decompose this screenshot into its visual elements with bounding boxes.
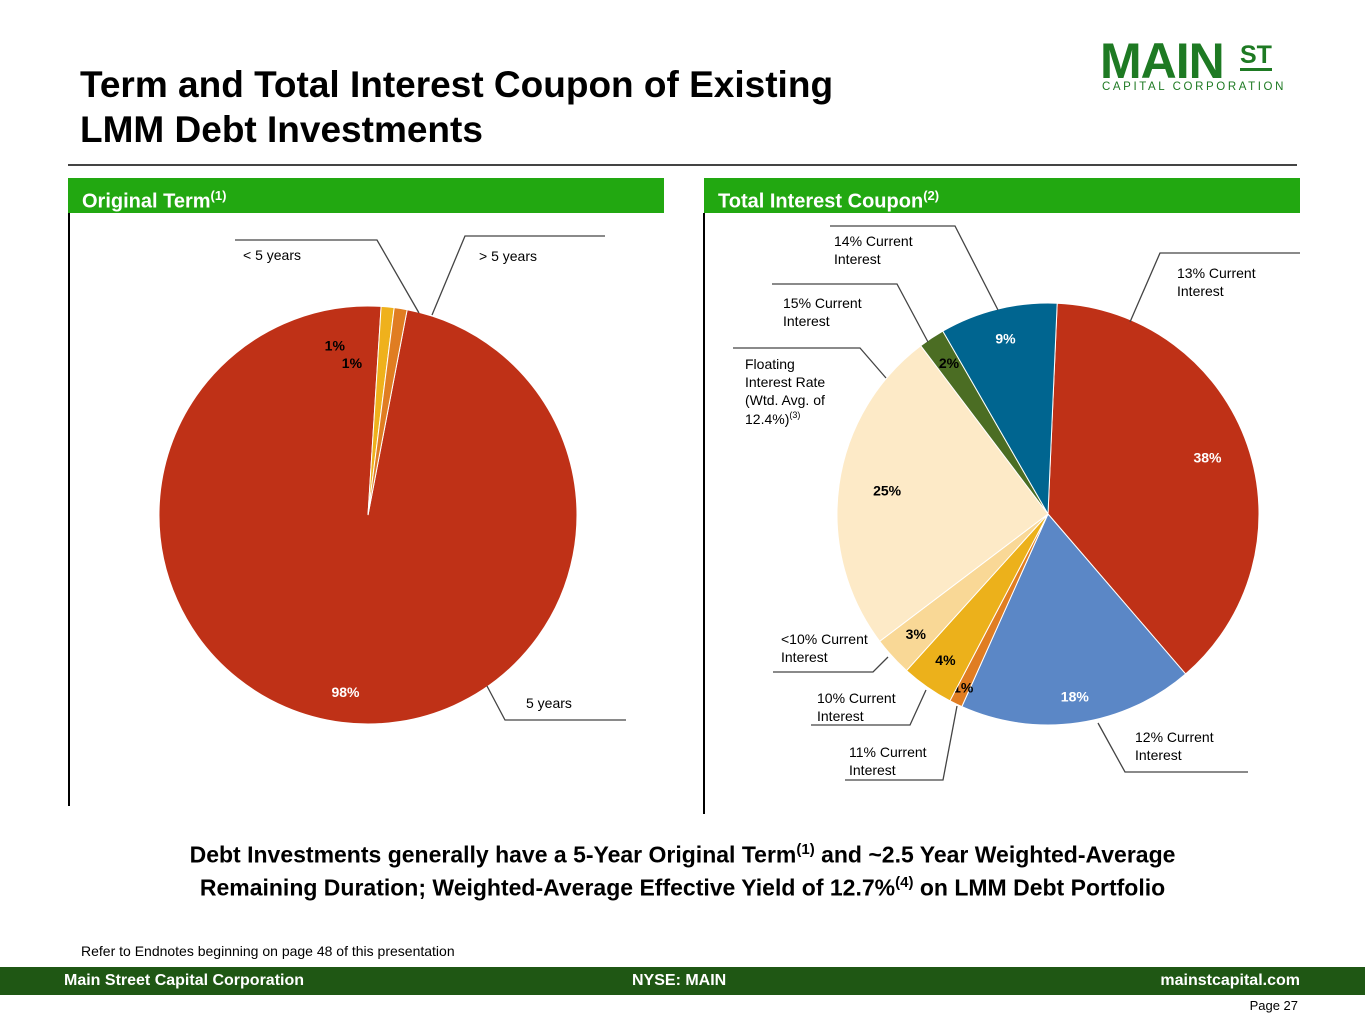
interest-coupon-pct-label-0: 38%	[1193, 450, 1222, 466]
interest-coupon-pct-label-6: 2%	[939, 355, 960, 371]
label-c14-l2: Interest	[834, 251, 881, 267]
footer-ticker: NYSE: MAIN	[632, 972, 727, 989]
leader-c13	[1129, 252, 1300, 323]
title-divider	[68, 164, 1297, 166]
label-c11: 11% Current Interest	[849, 744, 930, 778]
original-term-footnote-ref: (1)	[210, 188, 227, 203]
interest-coupon-pct-label-4: 3%	[906, 626, 927, 642]
leader-c12	[1097, 722, 1248, 773]
main-street-logo: MAIN ST CAPITAL CORPORATION	[1100, 33, 1283, 98]
total-interest-coupon-header-text: Total Interest Coupon	[718, 190, 924, 213]
label-c11-l2: Interest	[849, 762, 896, 778]
leader-c15	[772, 283, 929, 343]
label-c10lt-l1: <10% Current	[781, 631, 868, 647]
label-c14-l1: 14% Current	[834, 233, 913, 249]
label-c15: 15% Current Interest	[783, 295, 865, 329]
logo-subtitle: CAPITAL CORPORATION	[1102, 81, 1287, 93]
interest-coupon-slice-5	[836, 345, 1049, 642]
label-eq5: 5 years	[526, 695, 572, 711]
interest-coupon-pct-label-1: 18%	[1061, 688, 1090, 704]
interest-coupon-pie: 38%18%1%4%3%25%2%9%	[836, 302, 1260, 726]
leader-c10lt	[773, 656, 889, 673]
leader-c11	[845, 705, 958, 781]
label-c15-l2: Interest	[783, 313, 830, 329]
summary-statement: Debt Investments generally have a 5-Year…	[0, 836, 1365, 901]
page-number: Page 27	[1249, 998, 1298, 1013]
label-c10-l2: Interest	[817, 708, 864, 724]
summary-line-1: Debt Investments generally have a 5-Year…	[0, 836, 1365, 869]
right-panel-border	[703, 213, 705, 814]
interest-coupon-pct-label-7: 9%	[995, 331, 1016, 347]
summary-line-1-a: Debt Investments generally have a 5-Year…	[189, 841, 797, 868]
original-term-header: Original Term(1)	[68, 178, 664, 213]
total-interest-coupon-footnote-ref: (2)	[923, 188, 940, 203]
summary-line-2-a: Remaining Duration; Weighted-Average Eff…	[199, 874, 896, 901]
leader-gt5	[431, 235, 605, 316]
leader-c14	[830, 225, 999, 311]
label-c10: 10% Current Interest	[817, 690, 899, 724]
original-term-pct-label-0: 98%	[331, 684, 360, 700]
interest-coupon-slice-1	[961, 513, 1187, 726]
footer-company: Main Street Capital Corporation	[64, 972, 305, 989]
label-floating-l1: Floating	[745, 356, 795, 372]
footer-bar: Main Street Capital Corporation NYSE: MA…	[0, 967, 1365, 995]
summary-sup-1: (1)	[796, 841, 815, 858]
leader-lt5	[235, 239, 420, 314]
label-lt5: < 5 years	[243, 247, 301, 263]
label-c13-l1: 13% Current	[1177, 265, 1256, 281]
label-c12-l1: 12% Current	[1135, 729, 1214, 745]
label-c11-l1: 11% Current	[849, 744, 927, 760]
label-c13: 13% Current Interest	[1177, 265, 1259, 299]
original-term-pct-label-1: 1%	[325, 338, 346, 354]
label-c10-l1: 10% Current	[817, 690, 896, 706]
label-c12: 12% Current Interest	[1135, 729, 1217, 763]
endnote-reference: Refer to Endnotes beginning on page 48 o…	[81, 943, 455, 959]
leader-c10	[811, 689, 927, 726]
interest-coupon-pct-label-5: 25%	[873, 482, 902, 498]
label-floating-l4: 12.4%)	[745, 411, 789, 427]
original-term-slice-2	[367, 307, 408, 516]
interest-coupon-slice-0	[1047, 302, 1260, 675]
leader-lines	[235, 225, 1300, 781]
page-title: Term and Total Interest Coupon of Existi…	[80, 62, 833, 152]
label-c13-l2: Interest	[1177, 283, 1224, 299]
leader-floating	[733, 347, 887, 379]
original-term-pie: 98% 1%1%	[158, 305, 578, 725]
page-title-line-1: Term and Total Interest Coupon of Existi…	[80, 64, 834, 105]
label-floating-l2: Interest Rate	[745, 374, 825, 390]
label-floating-l3: (Wtd. Avg. of	[745, 392, 825, 408]
label-gt5: > 5 years	[479, 248, 537, 264]
summary-line-2-b: on LMM Debt Portfolio	[913, 874, 1166, 901]
logo-st-text: ST	[1240, 41, 1272, 71]
footer-website[interactable]: mainstcapital.com	[1160, 972, 1300, 989]
label-c14: 14% Current Interest	[834, 233, 916, 267]
label-c12-l2: Interest	[1135, 747, 1182, 763]
total-interest-coupon-header: Total Interest Coupon(2)	[704, 178, 1300, 213]
summary-sup-2: (4)	[895, 873, 914, 891]
label-c10lt: <10% Current Interest	[781, 631, 872, 665]
original-term-pct-label-2: 1%	[342, 355, 363, 371]
leader-eq5	[486, 685, 626, 721]
left-panel-border	[68, 213, 70, 806]
original-term-header-text: Original Term	[82, 190, 211, 213]
label-floating-sup: (3)	[789, 410, 800, 420]
summary-line-1-b: and ~2.5 Year Weighted-Average	[814, 841, 1176, 868]
summary-line-2: Remaining Duration; Weighted-Average Eff…	[0, 869, 1365, 902]
page-title-line-2: LMM Debt Investments	[80, 109, 483, 150]
interest-coupon-pct-label-3: 4%	[935, 652, 956, 668]
label-c10lt-l2: Interest	[781, 649, 828, 665]
logo-main-text: MAIN	[1100, 33, 1225, 89]
label-floating: Floating Interest Rate (Wtd. Avg. of 12.…	[745, 356, 829, 427]
label-c15-l1: 15% Current	[783, 295, 862, 311]
